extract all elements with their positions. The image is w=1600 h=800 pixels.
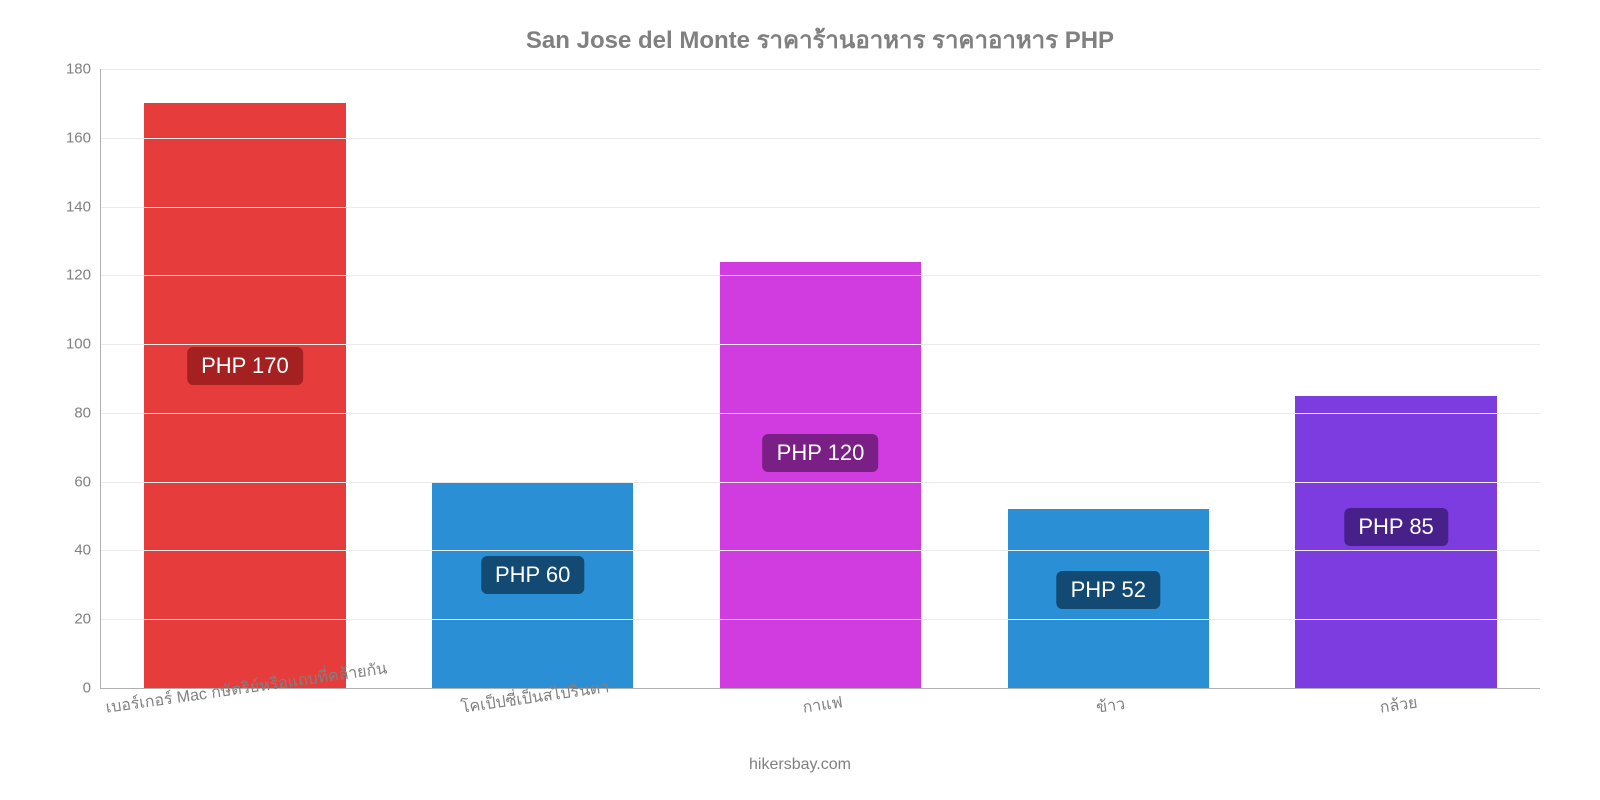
grid-line: [101, 138, 1540, 139]
y-tick-label: 60: [74, 473, 101, 490]
chart-container: San Jose del Monte ราคาร้านอาหาร ราคาอาห…: [0, 0, 1600, 800]
value-badge: PHP 60: [481, 556, 584, 594]
y-tick-label: 100: [66, 336, 101, 353]
value-badge: PHP 120: [763, 434, 879, 472]
attribution-text: hikersbay.com: [749, 756, 851, 774]
grid-line: [101, 619, 1540, 620]
bar-slot: PHP 52ข้าว: [964, 69, 1252, 688]
bars-container: PHP 170เบอร์เกอร์ Mac กษัตริย์หรือแถบที่…: [101, 69, 1540, 688]
grid-line: [101, 550, 1540, 551]
bar: PHP 170: [144, 103, 345, 688]
grid-line: [101, 482, 1540, 483]
bar-slot: PHP 170เบอร์เกอร์ Mac กษัตริย์หรือแถบที่…: [101, 69, 389, 688]
value-badge: PHP 170: [187, 347, 303, 385]
grid-line: [101, 344, 1540, 345]
bar: PHP 120: [720, 262, 921, 688]
x-tick-label: กาแฟ: [800, 682, 845, 720]
y-tick-label: 0: [83, 680, 101, 697]
value-badge: PHP 85: [1344, 508, 1447, 546]
y-tick-label: 20: [74, 611, 101, 628]
chart-title: San Jose del Monte ราคาร้านอาหาร ราคาอาห…: [100, 20, 1540, 59]
y-tick-label: 160: [66, 129, 101, 146]
grid-line: [101, 69, 1540, 70]
value-badge: PHP 52: [1057, 571, 1160, 609]
y-tick-label: 140: [66, 198, 101, 215]
x-tick-label: กล้วย: [1377, 683, 1419, 721]
grid-line: [101, 413, 1540, 414]
grid-line: [101, 275, 1540, 276]
bar: PHP 60: [432, 482, 633, 688]
plot-area: PHP 170เบอร์เกอร์ Mac กษัตริย์หรือแถบที่…: [100, 69, 1540, 689]
y-tick-label: 80: [74, 404, 101, 421]
y-tick-label: 40: [74, 542, 101, 559]
bar-slot: PHP 60โคเป็ปซี่เป็นสไปรินดา: [389, 69, 677, 688]
grid-line: [101, 207, 1540, 208]
bar: PHP 85: [1295, 396, 1496, 688]
bar-slot: PHP 85กล้วย: [1252, 69, 1540, 688]
bar: PHP 52: [1008, 509, 1209, 688]
bar-slot: PHP 120กาแฟ: [677, 69, 965, 688]
x-tick-label: ข้าว: [1094, 684, 1127, 721]
y-tick-label: 120: [66, 267, 101, 284]
y-tick-label: 180: [66, 61, 101, 78]
